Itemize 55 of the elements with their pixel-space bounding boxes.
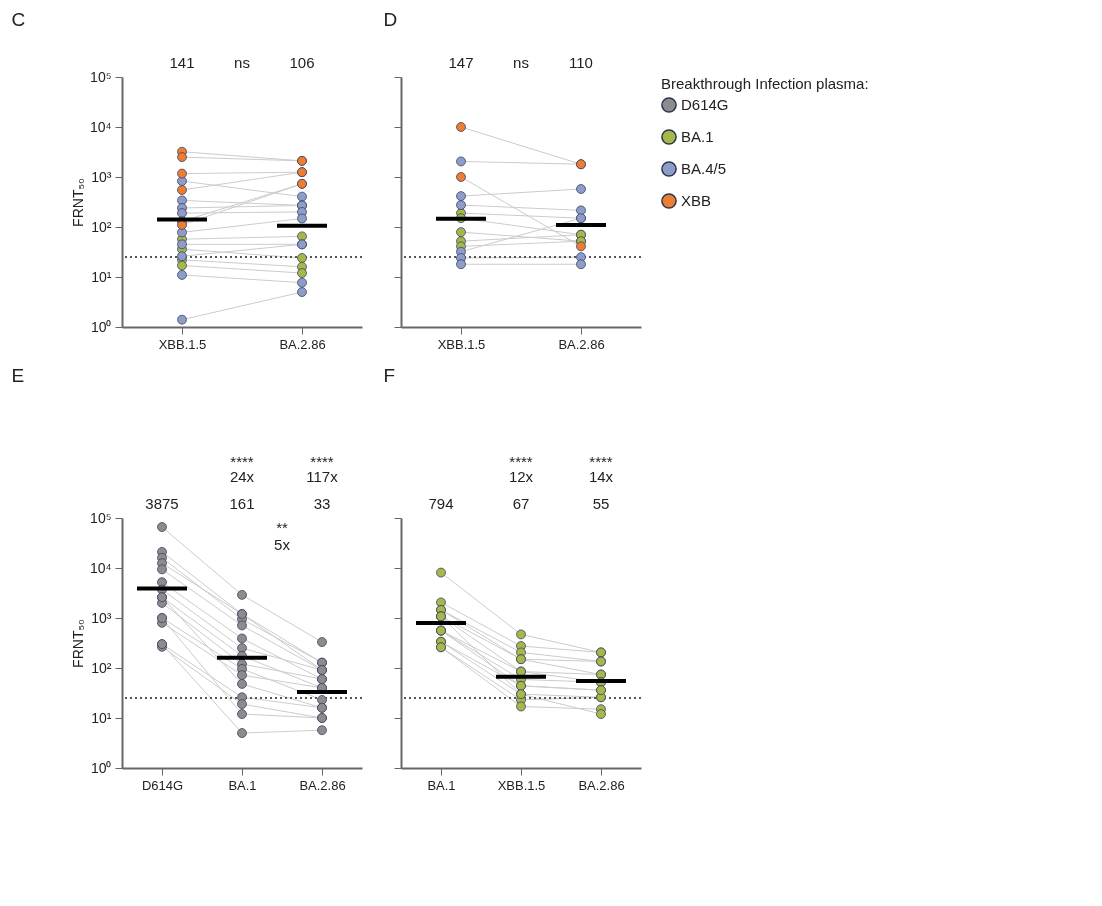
x-tick-label: BA.2.86 <box>279 336 326 352</box>
text: ns <box>513 54 529 71</box>
legend-label: XBB <box>681 192 712 209</box>
text: 14x <box>588 467 614 485</box>
text: 161 <box>229 495 255 512</box>
x-tick-label: BA.2.86 <box>558 336 605 352</box>
text: 110 <box>569 54 593 71</box>
y-tick-label: 10⁴ <box>89 559 112 576</box>
legend-label: D614G <box>681 96 729 113</box>
x-tick-label: BA.1 <box>228 777 257 793</box>
x-tick-label: BA.1 <box>427 777 456 793</box>
legend-label: BA.4/5 <box>681 160 727 177</box>
text: 33 <box>313 495 331 512</box>
chart-title: E <box>11 365 25 386</box>
annotation: 5x <box>274 535 291 553</box>
x-tick-label: XBB.1.5 <box>158 336 207 352</box>
y-tick-label: 10⁴ <box>89 118 112 135</box>
text: 141 <box>169 54 195 71</box>
legend-title: Breakthrough Infection plasma: <box>661 75 869 92</box>
text: **** <box>589 452 613 470</box>
y-tick-label: 10¹ <box>91 268 112 285</box>
text: 106 <box>289 54 315 71</box>
y-tick-label: 10³ <box>91 168 112 185</box>
text: **** <box>310 452 334 470</box>
text: 12x <box>508 467 534 485</box>
text: 117x <box>306 467 339 485</box>
text: 55 <box>592 495 610 512</box>
text: **** <box>230 452 254 470</box>
x-tick-label: XBB.1.5 <box>437 336 486 352</box>
x-tick-label: D614G <box>141 777 184 793</box>
text: 794 <box>428 495 454 512</box>
y-tick-label: 10⁰ <box>90 318 112 335</box>
y-tick-label: 10² <box>91 659 112 676</box>
y-tick-label: 10¹ <box>91 709 112 726</box>
x-tick-label: XBB.1.5 <box>497 777 546 793</box>
y-axis-title: FRNT₅₀ <box>69 618 86 668</box>
y-axis-title: FRNT₅₀ <box>69 177 86 227</box>
text: 147 <box>448 54 474 71</box>
y-tick-label: 10³ <box>91 609 112 626</box>
chart-title: F <box>383 365 396 386</box>
chart-title: D <box>383 9 398 30</box>
text: 67 <box>512 495 530 512</box>
y-tick-label: 10⁵ <box>90 509 112 526</box>
y-tick-label: 10² <box>91 218 112 235</box>
annotation: ** <box>276 518 288 536</box>
text: 3875 <box>145 495 179 512</box>
y-tick-label: 10⁵ <box>90 68 112 85</box>
y-tick-label: 10⁰ <box>90 759 112 776</box>
legend-label: BA.1 <box>681 128 714 145</box>
text: **** <box>509 452 533 470</box>
text: ns <box>234 54 250 71</box>
chart-title: C <box>11 9 26 30</box>
x-tick-label: BA.2.86 <box>578 777 625 793</box>
text: 24x <box>229 467 255 485</box>
x-tick-label: BA.2.86 <box>299 777 346 793</box>
